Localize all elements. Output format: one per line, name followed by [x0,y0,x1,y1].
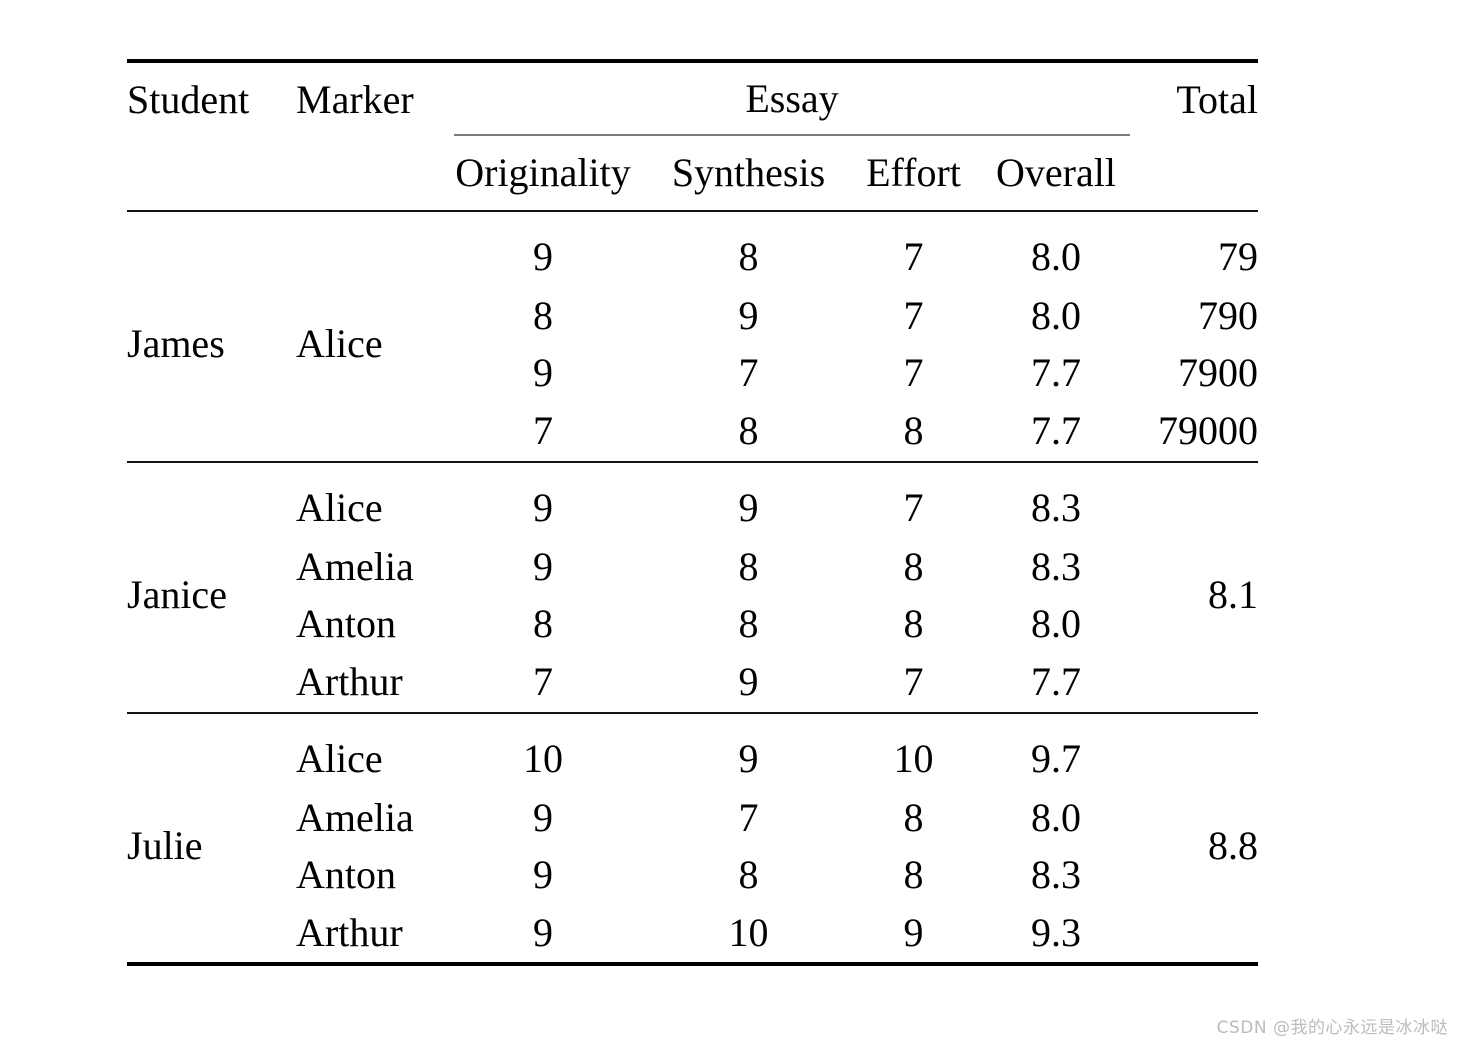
score-synthesis-cell: 9 [738,736,759,781]
subheader-effort: Effort [866,150,961,195]
section-janice: Janice Alice 9 9 7 8.3 8.1 Amelia 9 8 8 … [127,462,1259,713]
score-synthesis-cell: 8 [738,600,759,646]
table-row: James Alice 9 8 7 8.0 79 [127,211,1259,364]
score-originality-cell: 9 [533,794,553,840]
score-overall-cell: 8.3 [1031,543,1081,589]
score-synthesis-cell: 10 [728,909,769,955]
score-originality-cell: 7 [533,659,553,704]
marker-name-cell: Alice [296,321,383,366]
score-effort-cell: 9 [903,909,924,955]
score-effort-cell: 8 [903,600,924,646]
section-julie: Julie Alice 10 9 10 9.7 8.8 Amelia 9 7 8… [127,713,1259,964]
student-name-cell: Julie [127,822,203,868]
score-overall-cell: 9.3 [1031,909,1081,955]
score-effort-cell: 8 [903,794,924,840]
score-effort-cell: 7 [903,292,924,338]
marker-name-cell: Arthur [296,909,403,955]
score-effort-cell: 7 [903,234,924,279]
watermark: CSDN @我的心永远是冰冰哒 [1216,1018,1448,1038]
table-row: Arthur 9 10 9 9.3 [127,903,1258,964]
header-essay: Essay [434,61,1131,136]
table-row: Janice Alice 9 9 7 8.3 8.1 [127,462,1258,615]
score-synthesis-cell: 9 [738,659,759,704]
score-originality-cell: 8 [533,292,553,338]
table-row: 7 8 8 7.7 79000 [127,401,1258,462]
score-originality-cell: 9 [533,349,553,395]
table-header: Student Marker Essay Total Originality S… [127,61,1259,211]
score-synthesis-cell: 8 [738,234,759,279]
table-row: Julie Alice 10 9 10 9.7 8.8 [127,713,1258,866]
score-synthesis-cell: 8 [738,543,759,589]
score-originality-cell: 9 [533,234,553,279]
essay-cmidrule: Essay [454,63,1131,136]
score-synthesis-cell: 8 [738,851,759,897]
score-synthesis-cell: 8 [738,408,759,453]
subheader-synthesis: Synthesis [671,150,826,195]
empty-cell [296,136,434,211]
grades-table: Student Marker Essay Total Originality S… [127,59,1259,966]
table-row: 8 9 7 8.0 790 [127,287,1258,344]
score-originality-cell: 9 [533,851,553,897]
marker-name-cell: Alice [296,485,383,530]
header-student: Student [127,76,250,122]
score-overall-cell: 8.0 [1031,794,1081,840]
marker-name-cell: Alice [296,736,383,781]
empty-cell [127,136,296,211]
section-james: James Alice 9 8 7 8.0 79 8 9 7 8.0 790 9… [127,211,1258,462]
score-effort-cell: 8 [903,408,924,453]
total-cell: 79 [1218,234,1259,279]
score-effort-cell: 7 [903,349,924,395]
table-row: Anton 8 8 8 8.0 [127,595,1258,652]
header-total: Total [1176,76,1259,122]
score-synthesis-cell: 7 [738,349,759,395]
total-cell: 7900 [1178,349,1259,395]
total-cell: 8.8 [1208,822,1259,868]
subheader-originality: Originality [455,150,631,195]
marker-name-cell: Amelia [296,794,414,840]
score-overall-cell: 7.7 [1031,659,1081,704]
grades-table-container: Student Marker Essay Total Originality S… [127,59,1259,966]
total-cell: 790 [1198,292,1259,338]
header-essay-label: Essay [745,75,839,121]
student-name-cell: James [127,321,225,366]
score-originality-cell: 10 [523,736,563,781]
table-row: Arthur 7 9 7 7.7 [127,652,1258,713]
table-row: Amelia 9 8 8 8.3 [127,538,1258,595]
score-effort-cell: 8 [903,851,924,897]
score-overall-cell: 8.0 [1031,234,1081,279]
table-row: Anton 9 8 8 8.3 [127,846,1258,903]
marker-name-cell: Anton [296,851,396,897]
table-row: 9 7 7 7.7 7900 [127,344,1258,401]
score-overall-cell: 7.7 [1031,349,1081,395]
score-overall-cell: 8.3 [1031,485,1081,530]
score-originality-cell: 7 [533,408,553,453]
score-overall-cell: 7.7 [1031,408,1081,453]
marker-name-cell: Amelia [296,543,414,589]
total-cell: 79000 [1158,408,1259,453]
header-marker: Marker [296,76,414,122]
score-synthesis-cell: 9 [738,292,759,338]
student-name-cell: Janice [127,572,227,617]
score-originality-cell: 8 [533,600,553,646]
marker-name-cell: Arthur [296,659,403,704]
score-effort-cell: 7 [903,659,924,704]
score-synthesis-cell: 9 [738,485,759,530]
table-row: Amelia 9 7 8 8.0 [127,789,1258,846]
empty-cell [1130,136,1258,211]
score-effort-cell: 8 [903,543,924,589]
score-originality-cell: 9 [533,543,553,589]
score-overall-cell: 8.0 [1031,292,1081,338]
score-originality-cell: 9 [533,909,553,955]
score-effort-cell: 10 [893,736,934,781]
subheader-overall: Overall [996,150,1116,195]
score-effort-cell: 7 [903,485,924,530]
score-overall-cell: 8.0 [1031,600,1081,646]
total-cell: 8.1 [1208,572,1259,617]
score-originality-cell: 9 [533,485,553,530]
score-overall-cell: 8.3 [1031,851,1081,897]
score-overall-cell: 9.7 [1031,736,1081,781]
score-synthesis-cell: 7 [738,794,759,840]
marker-name-cell: Anton [296,600,396,646]
